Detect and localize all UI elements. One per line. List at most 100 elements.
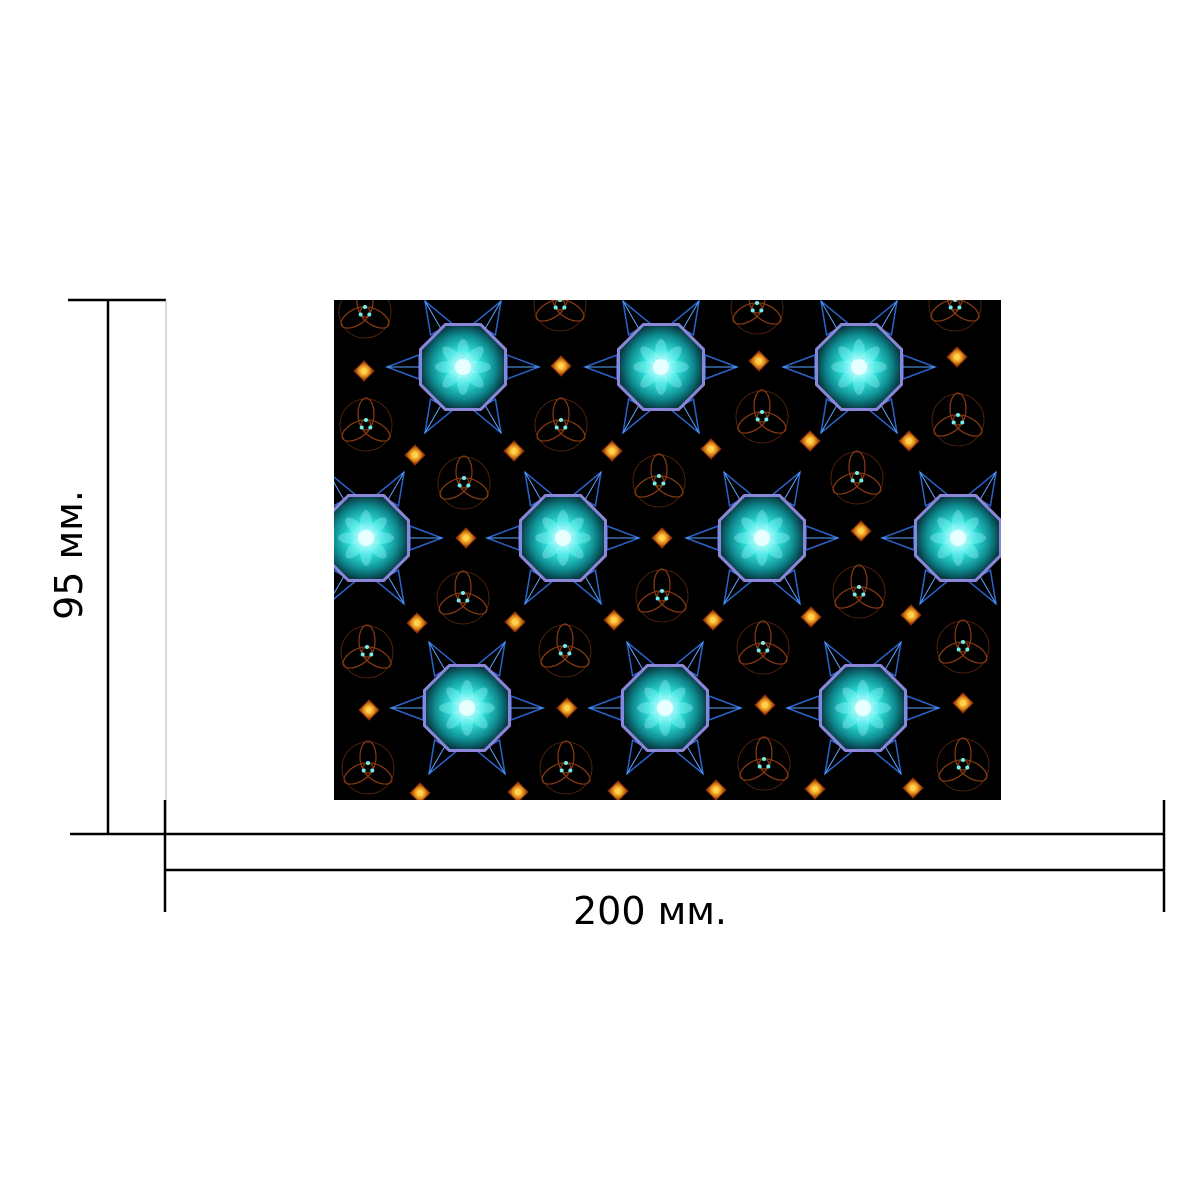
- spike-line: [524, 471, 542, 501]
- diamond-core: [361, 368, 367, 374]
- knot-dot: [559, 768, 564, 773]
- knot-dot: [655, 596, 660, 601]
- knot-ring: [339, 398, 393, 452]
- spike-line: [884, 641, 902, 671]
- knot-dot: [465, 598, 470, 603]
- knot-loop: [949, 392, 967, 426]
- knot-loop: [732, 302, 763, 325]
- diamond-core: [807, 438, 813, 444]
- knot-ring: [533, 300, 587, 332]
- flower-core: [459, 700, 475, 716]
- triquetra-knot: [737, 736, 791, 791]
- knot-loop: [458, 477, 489, 500]
- knot-loop: [834, 586, 865, 609]
- orange-diamond: [799, 430, 821, 452]
- spike-line: [880, 404, 898, 434]
- diamond-core: [908, 612, 914, 618]
- diamond-core: [708, 446, 714, 452]
- spike-line: [919, 575, 937, 605]
- triquetra-knot: [339, 397, 393, 452]
- knot-dot: [361, 768, 366, 773]
- flower-spikes: [683, 470, 841, 606]
- knot-loop: [554, 300, 585, 322]
- knot-dot: [369, 652, 374, 657]
- knot-dot: [358, 312, 363, 317]
- teal-flower: [423, 664, 511, 752]
- knot-ring: [538, 624, 592, 678]
- knot-dot: [553, 305, 558, 310]
- knot-ring: [736, 621, 790, 675]
- knot-ring: [539, 741, 593, 795]
- diamond-core: [463, 535, 469, 541]
- knot-loop: [949, 300, 980, 322]
- knot-loop: [957, 759, 988, 782]
- spike-line: [824, 641, 842, 671]
- spike-line: [686, 641, 704, 671]
- knot-dot: [559, 418, 563, 422]
- orange-diamond: [455, 527, 477, 549]
- triquetra-knot: [437, 455, 491, 510]
- diamond-core: [512, 619, 518, 625]
- knot-loop: [653, 568, 671, 602]
- spike-line: [723, 575, 741, 605]
- knot-loop: [938, 759, 969, 782]
- knot-loop: [737, 411, 768, 434]
- knot-dot: [755, 301, 759, 305]
- orange-diamond: [952, 692, 974, 714]
- knot-ring: [730, 300, 784, 335]
- spike-line: [626, 745, 644, 775]
- triquetra-knot: [635, 568, 689, 623]
- knot-dot: [855, 471, 859, 475]
- knot-ring: [936, 620, 990, 674]
- height-label: 95 мм.: [47, 490, 91, 620]
- knot-dot: [965, 647, 970, 652]
- knot-loop: [341, 419, 372, 442]
- teal-flower: [815, 323, 903, 411]
- orange-diamond: [700, 438, 722, 460]
- knot-ring: [534, 398, 588, 452]
- knot-ring: [832, 565, 886, 619]
- knot-dot: [461, 591, 465, 595]
- diamond-core: [558, 363, 564, 369]
- teal-flower: [617, 323, 705, 411]
- triquetra-knot: [931, 392, 985, 447]
- knot-ring: [936, 738, 990, 792]
- knot-dot: [563, 644, 567, 648]
- diamond-core: [511, 448, 517, 454]
- spike-line: [488, 745, 506, 775]
- knot-ring: [341, 741, 395, 795]
- knot-loop: [556, 623, 574, 657]
- knot-ring: [436, 571, 490, 625]
- flower-core: [455, 359, 471, 375]
- knot-loop: [362, 762, 393, 785]
- spike-line: [979, 471, 997, 501]
- knot-loop: [343, 762, 374, 785]
- knot-dot: [961, 758, 965, 762]
- diamond-core: [954, 354, 960, 360]
- spike-line: [484, 300, 502, 330]
- spike-line: [428, 745, 446, 775]
- spike-line: [424, 300, 442, 330]
- knot-dot: [360, 652, 365, 657]
- knot-loop: [653, 475, 684, 498]
- spike-line: [880, 300, 898, 330]
- knot-loop: [957, 641, 988, 664]
- knot-loop: [356, 300, 374, 318]
- spike-line: [783, 471, 801, 501]
- orange-diamond: [556, 697, 578, 719]
- flower-core: [855, 700, 871, 716]
- kaleidoscope-pattern: [334, 300, 1001, 800]
- triquetra-knot: [830, 450, 884, 505]
- orange-diamond: [651, 527, 673, 549]
- teal-flower: [519, 494, 607, 582]
- spike-line: [334, 575, 345, 595]
- knot-dot: [664, 596, 669, 601]
- orange-diamond: [409, 782, 431, 800]
- diamond-core: [906, 438, 912, 444]
- knot-loop: [756, 411, 787, 434]
- knot-loop: [930, 300, 961, 322]
- knot-loop: [557, 740, 575, 774]
- flower-core: [653, 359, 669, 375]
- knot-dot: [652, 481, 657, 486]
